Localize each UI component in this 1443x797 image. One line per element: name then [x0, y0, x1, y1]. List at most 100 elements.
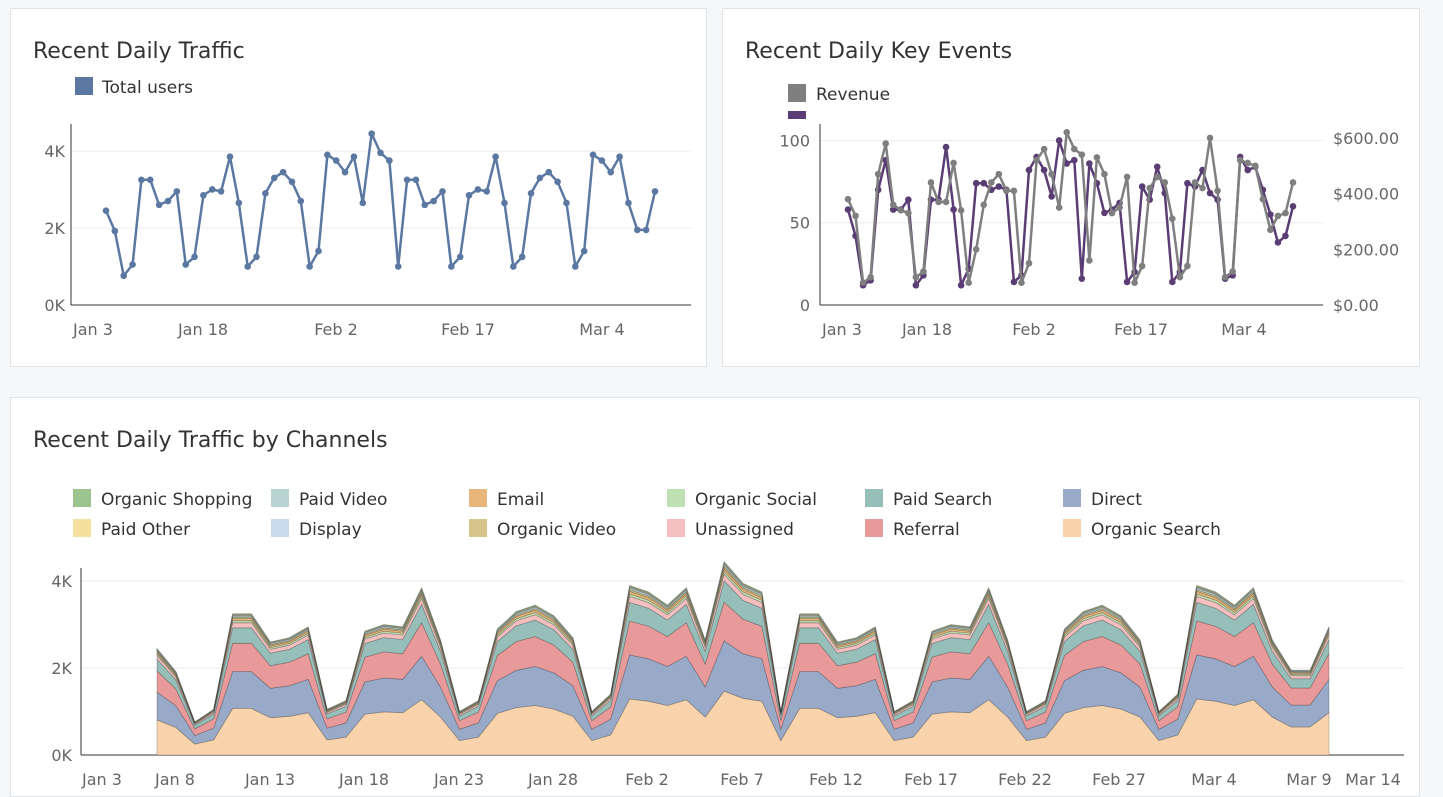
- x-tick-label: Feb 7: [720, 770, 764, 789]
- legend-swatch: [271, 489, 289, 507]
- legend-swatch-clipped: [788, 111, 806, 119]
- data-point: [359, 199, 367, 207]
- data-point: [1010, 278, 1018, 286]
- channels-panel: Recent Daily Traffic by Channels 0K 2K 4K J…: [10, 397, 1420, 797]
- data-point: [633, 226, 641, 234]
- y-tick-label: 2K: [51, 659, 72, 678]
- channels-chart: 0K 2K 4K Jan 3 Jan 8 Jan 13 Jan 18 Jan 23 Jan 28…: [51, 489, 1404, 789]
- data-point: [253, 253, 260, 261]
- x-tick-label: Feb 17: [1114, 320, 1168, 339]
- data-point: [377, 149, 384, 157]
- data-point: [1244, 159, 1252, 167]
- data-point: [1259, 195, 1267, 203]
- y-tick-label: 0K: [51, 746, 72, 765]
- data-point: [995, 170, 1003, 178]
- data-point: [1010, 187, 1018, 195]
- x-tick-label: Feb 12: [809, 770, 863, 789]
- data-point: [607, 168, 615, 176]
- data-point: [262, 190, 269, 197]
- x-tick-label: Mar 4: [579, 320, 624, 339]
- data-point: [950, 159, 957, 167]
- legend-label: Revenue: [816, 85, 890, 105]
- data-point: [1138, 183, 1146, 190]
- data-point: [1123, 173, 1131, 181]
- data-point: [315, 247, 322, 255]
- x-tick-label: Feb 17: [904, 770, 958, 789]
- data-point: [270, 174, 278, 182]
- data-point: [1138, 262, 1146, 270]
- data-point: [182, 261, 189, 268]
- data-point: [1003, 187, 1010, 195]
- data-point: [1274, 212, 1282, 220]
- legend-swatch: [1063, 519, 1081, 537]
- legend-label: Direct: [1091, 490, 1142, 510]
- data-point: [589, 151, 597, 159]
- data-point: [1070, 145, 1078, 153]
- data-point: [972, 179, 980, 187]
- data-point: [1040, 166, 1048, 174]
- data-point: [554, 178, 561, 186]
- legend-label: Organic Social: [695, 490, 817, 510]
- data-point: [1199, 184, 1206, 192]
- data-point: [111, 227, 119, 235]
- data-point: [439, 188, 446, 195]
- data-point: [518, 253, 526, 261]
- data-point: [1176, 273, 1184, 281]
- legend-label: Paid Video: [299, 490, 387, 510]
- data-point: [1093, 154, 1101, 161]
- data-point: [965, 279, 972, 287]
- data-point: [1153, 163, 1161, 171]
- legend-label: Display: [299, 520, 362, 540]
- data-point: [1206, 134, 1214, 142]
- data-point: [350, 153, 358, 161]
- data-point: [456, 253, 464, 261]
- x-tick-label: Jan 3: [821, 320, 862, 339]
- data-point: [1229, 268, 1236, 275]
- data-point: [1153, 173, 1161, 181]
- data-point: [1131, 279, 1138, 287]
- y-tick-label: 0K: [44, 296, 65, 315]
- panel-title: Recent Daily Key Events: [745, 39, 1013, 64]
- area-organic-shopping: [156, 560, 1330, 723]
- data-point: [1244, 166, 1252, 174]
- data-point: [155, 201, 163, 209]
- x-tick-label: Jan 3: [81, 770, 122, 789]
- y-tick-label: 4K: [51, 572, 72, 591]
- data-point: [1267, 226, 1274, 234]
- data-point: [164, 197, 172, 205]
- data-point: [1251, 162, 1259, 170]
- data-point: [1221, 273, 1229, 281]
- data-point: [120, 272, 128, 280]
- data-point: [844, 206, 852, 213]
- data-point: [950, 206, 957, 213]
- data-point: [341, 168, 349, 176]
- data-point: [1146, 184, 1153, 192]
- data-point: [288, 178, 296, 186]
- panel-title: Recent Daily Traffic by Channels: [33, 428, 388, 453]
- data-point: [244, 263, 251, 270]
- legend-swatch: [271, 519, 289, 537]
- data-point: [1086, 257, 1093, 264]
- data-point: [102, 207, 110, 214]
- data-point: [957, 281, 965, 289]
- data-point: [421, 201, 429, 209]
- data-point: [191, 253, 198, 261]
- y-left-tick-label: 50: [790, 214, 810, 233]
- data-point: [1282, 232, 1289, 240]
- data-point: [1086, 160, 1093, 167]
- data-point: [1048, 193, 1055, 200]
- data-point: [852, 212, 859, 220]
- data-point: [897, 207, 905, 214]
- y-right-tick-label: $200.00: [1333, 240, 1399, 259]
- x-tick-label: Jan 8: [154, 770, 195, 789]
- data-point: [1070, 156, 1078, 164]
- x-tick-label: Jan 28: [527, 770, 578, 789]
- data-point: [226, 153, 234, 161]
- legend-label: Referral: [893, 520, 960, 540]
- y-right-tick-label: $400.00: [1333, 185, 1399, 204]
- legend-swatch: [865, 489, 883, 507]
- data-point: [957, 207, 965, 214]
- data-point: [563, 199, 570, 207]
- data-point: [844, 195, 852, 203]
- legend-swatch: [788, 84, 806, 102]
